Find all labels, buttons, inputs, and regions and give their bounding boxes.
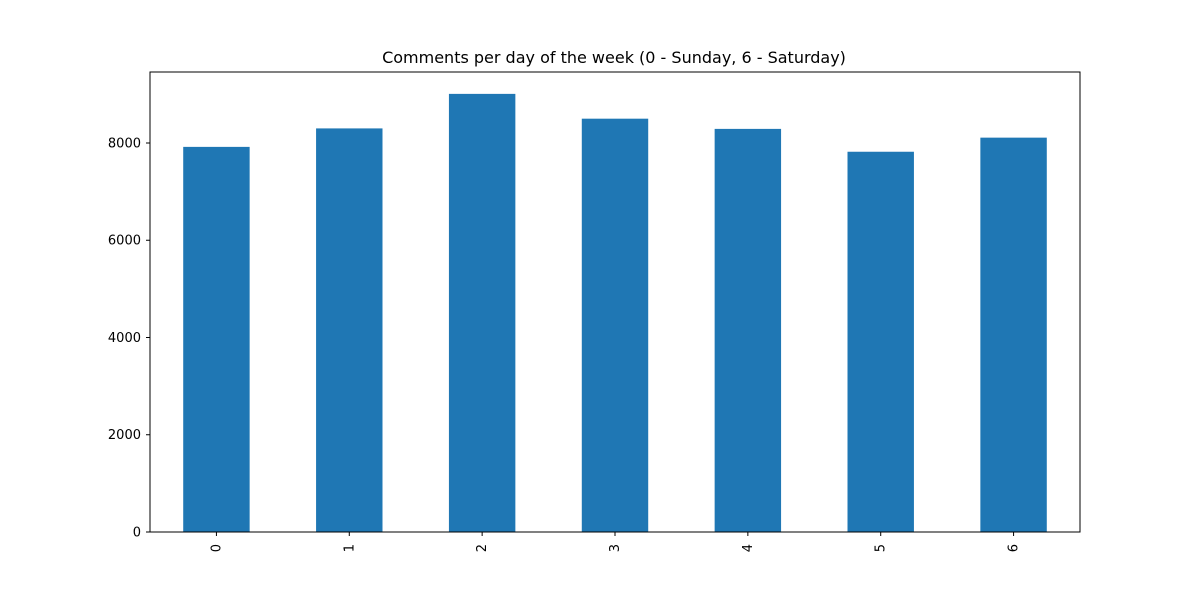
bar-2 <box>448 93 516 533</box>
bar-0 <box>183 146 250 532</box>
bar-5 <box>847 151 914 532</box>
chart-title: Comments per day of the week (0 - Sunday… <box>382 48 846 67</box>
plot-frame <box>149 71 1081 533</box>
bar-3 <box>581 118 649 533</box>
x-axis: 0 1 2 3 4 5 6 <box>209 532 1022 552</box>
y-tick-label: 6000 <box>108 234 141 249</box>
x-tick-label: 5 <box>874 544 889 552</box>
x-tick-label: 0 <box>209 544 224 552</box>
x-tick-label: 6 <box>1007 544 1022 552</box>
x-tick-label: 4 <box>741 544 756 552</box>
y-axis: 0 2000 4000 6000 8000 <box>108 136 150 541</box>
y-tick-label: 0 <box>133 526 141 541</box>
y-tick-label: 4000 <box>108 331 141 346</box>
x-tick-label: 1 <box>342 544 357 552</box>
y-tick-label: 8000 <box>108 136 141 151</box>
bar-1 <box>316 128 383 532</box>
x-tick-label: 2 <box>475 544 490 552</box>
y-tick-label: 2000 <box>108 428 141 443</box>
x-tick-label: 3 <box>608 544 623 552</box>
bar-4 <box>714 128 782 532</box>
bar-6 <box>980 137 1047 532</box>
bars-group <box>183 93 1047 533</box>
